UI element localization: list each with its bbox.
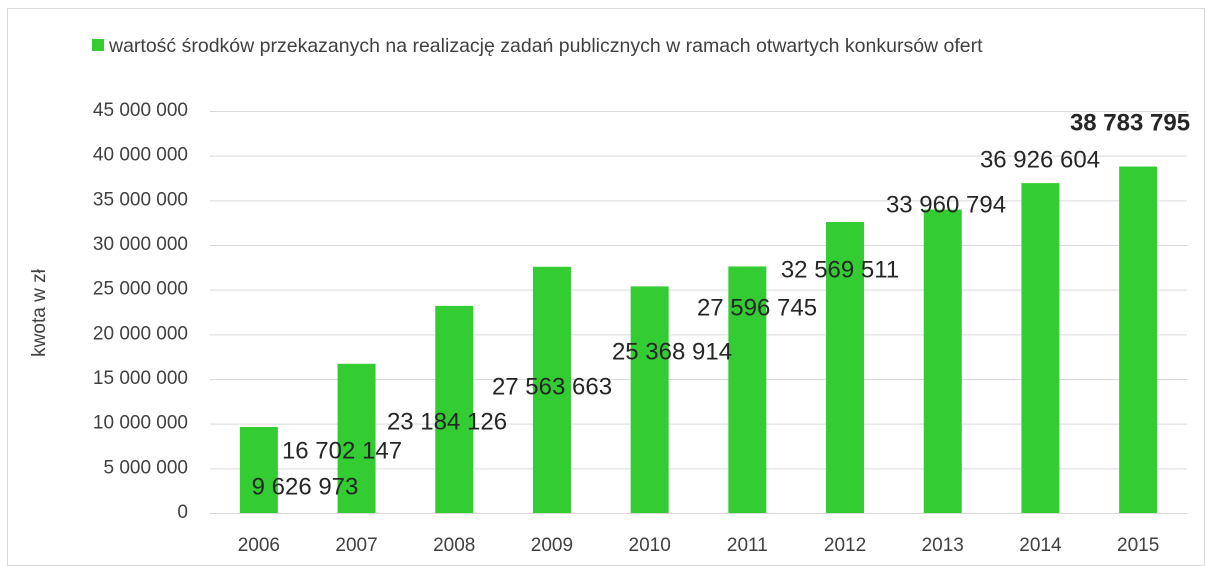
x-tick-label: 2006 <box>238 535 280 556</box>
x-tick-label: 2010 <box>629 535 671 556</box>
y-tick-label: 35 000 000 <box>93 189 188 210</box>
data-label: 27 596 745 <box>697 294 817 321</box>
bar <box>435 305 474 513</box>
bar <box>826 222 865 513</box>
bar <box>1021 183 1060 513</box>
bar <box>1119 166 1158 513</box>
y-tick-label: 15 000 000 <box>93 368 188 389</box>
data-label: 27 563 663 <box>492 373 612 400</box>
bar <box>728 266 767 513</box>
y-tick-label: 40 000 000 <box>93 145 188 166</box>
data-label: 38 783 795 <box>1070 109 1190 136</box>
y-tick-label: 25 000 000 <box>93 279 188 300</box>
x-tick-label: 2012 <box>824 535 866 556</box>
y-tick-label: 10 000 000 <box>93 413 188 434</box>
y-tick-label: 45 000 000 <box>93 100 188 121</box>
data-label: 9 626 973 <box>252 473 359 500</box>
data-label: 25 368 914 <box>612 338 732 365</box>
data-label: 32 569 511 <box>781 256 899 283</box>
x-tick-label: 2013 <box>922 535 964 556</box>
bar <box>532 266 571 513</box>
data-label: 23 184 126 <box>387 408 507 435</box>
bar <box>239 426 278 513</box>
y-tick-label: 0 <box>177 502 188 523</box>
y-tick-label: 20 000 000 <box>93 323 188 344</box>
x-tick-label: 2014 <box>1019 535 1062 556</box>
x-tick-label: 2007 <box>335 535 377 556</box>
bar <box>630 286 669 513</box>
legend: wartość środków przekazanych na realizac… <box>92 33 1137 59</box>
data-label: 33 960 794 <box>886 191 1006 218</box>
y-tick-label: 5 000 000 <box>103 457 188 478</box>
x-tick-label: 2008 <box>433 535 475 556</box>
bar <box>923 209 962 513</box>
data-label: 16 702 147 <box>282 437 402 464</box>
y-axis-title: kwota w zł <box>29 268 50 356</box>
x-tick-label: 2015 <box>1117 535 1159 556</box>
legend-label: wartość środków przekazanych na realizac… <box>109 35 983 57</box>
data-label: 36 926 604 <box>980 146 1100 173</box>
x-tick-label: 2009 <box>531 535 573 556</box>
y-tick-label: 30 000 000 <box>93 234 188 255</box>
legend-swatch <box>92 39 104 51</box>
x-tick-label: 2011 <box>727 535 768 556</box>
bar <box>337 363 376 513</box>
